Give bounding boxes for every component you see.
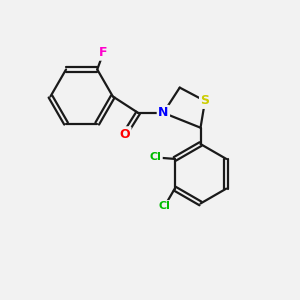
Text: Cl: Cl [149,152,161,162]
Text: Cl: Cl [158,202,170,212]
Text: F: F [99,46,108,59]
Text: S: S [200,94,209,107]
Text: O: O [119,128,130,141]
Text: N: N [158,106,169,119]
